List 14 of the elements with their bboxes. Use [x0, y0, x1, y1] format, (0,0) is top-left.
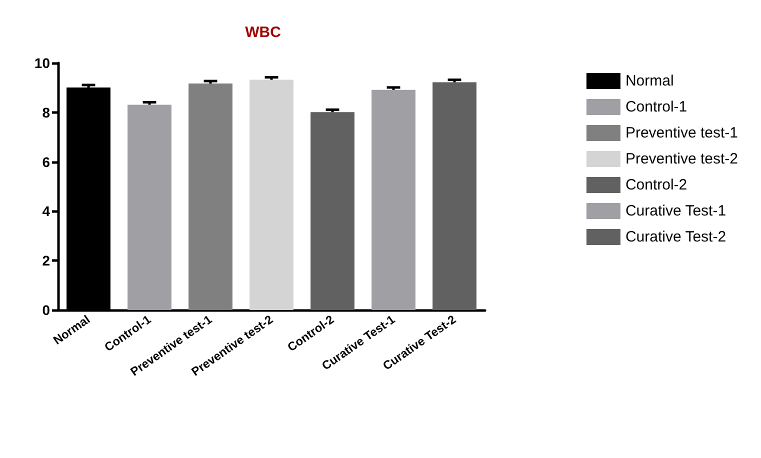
legend-label: Control-1	[625, 98, 688, 116]
legend-label: Preventive test-1	[625, 124, 738, 142]
y-tick-label: 8	[42, 104, 50, 120]
chart-title: WBC	[245, 24, 282, 41]
y-tick-label: 4	[42, 203, 50, 220]
y-tick-label: 10	[34, 55, 50, 71]
y-tick-label: 2	[42, 252, 50, 269]
legend-label: Curative Test-1	[625, 202, 726, 220]
legend-label: Normal	[625, 72, 674, 90]
y-tick-label: 0	[42, 302, 50, 318]
legend-label: Preventive test-2	[625, 150, 738, 168]
legend-label: Curative Test-2	[625, 228, 726, 246]
legend-label: Control-2	[625, 176, 688, 194]
y-tick-label: 6	[42, 154, 50, 170]
